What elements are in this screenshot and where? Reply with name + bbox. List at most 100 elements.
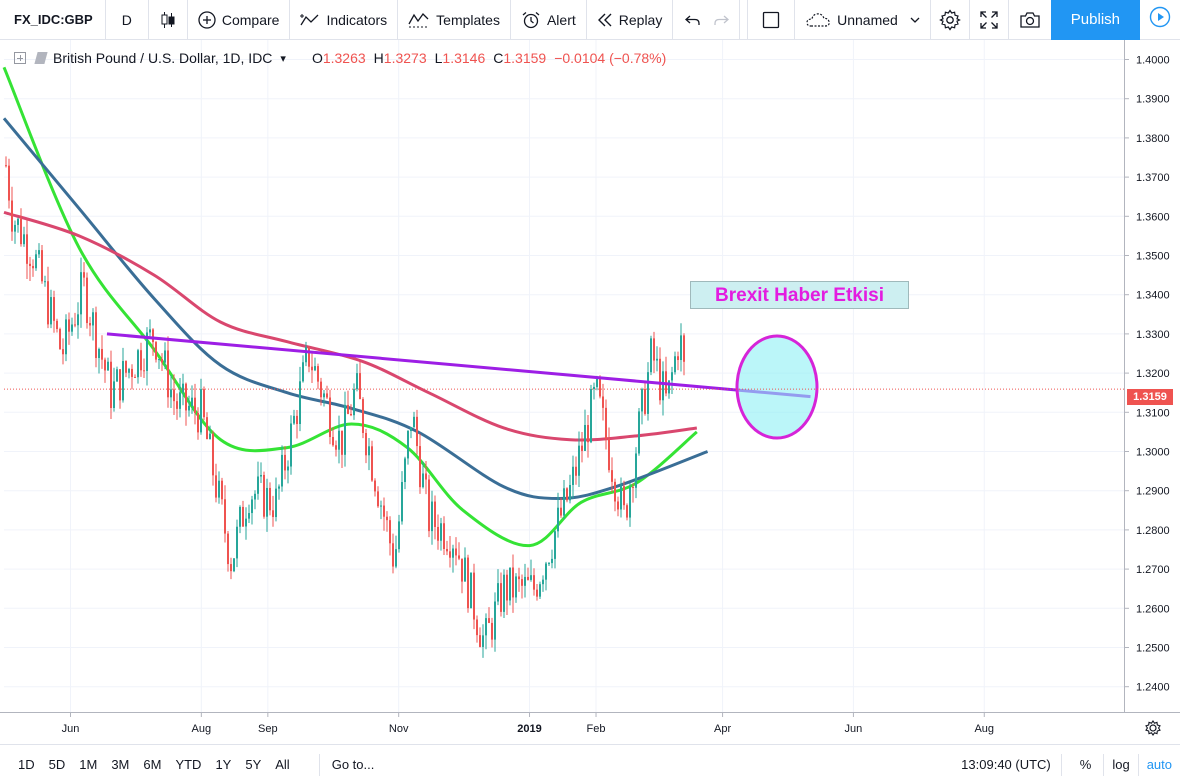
annotation-label[interactable]: Brexit Haber Etkisi: [690, 281, 909, 309]
candle-body: [488, 618, 490, 623]
indicators-button[interactable]: Indicators: [290, 0, 399, 40]
candle-body: [167, 350, 169, 398]
candle-body: [611, 470, 613, 482]
price-tick-label: 1.3300: [1136, 329, 1170, 341]
price-tick-label: 1.3500: [1136, 251, 1170, 263]
series-title[interactable]: British Pound / U.S. Dollar, 1D, IDC: [53, 50, 273, 66]
redo-icon: [713, 13, 730, 27]
candle-body: [149, 329, 151, 333]
candle-body: [230, 564, 232, 572]
candle-body: [497, 583, 499, 602]
candle-body: [506, 574, 508, 601]
axis-settings-icon[interactable]: [1145, 720, 1161, 736]
alarm-clock-icon: [521, 11, 541, 29]
candle-body: [8, 165, 10, 201]
layout-name-label: Unnamed: [837, 11, 898, 28]
candle-body: [218, 480, 220, 498]
range-3m[interactable]: 3M: [111, 757, 130, 772]
range-ytd[interactable]: YTD: [175, 757, 202, 772]
symbol-search[interactable]: FX_IDC:GBP: [0, 0, 106, 40]
compare-button[interactable]: Compare: [188, 0, 291, 40]
candle-body: [164, 350, 166, 363]
range-5d[interactable]: 5D: [48, 757, 66, 772]
candle-body: [563, 488, 565, 516]
candle-body: [176, 401, 178, 409]
price-tick-label: 1.3100: [1136, 407, 1170, 419]
candle-body: [509, 567, 511, 601]
fullscreen-button[interactable]: [970, 0, 1009, 40]
series-legend: British Pound / U.S. Dollar, 1D, IDC ▾ O…: [14, 50, 674, 66]
time-axis[interactable]: Jun Aug Sep Nov 2019 Feb Apr Jun Aug: [0, 712, 1180, 736]
indicators-label: Indicators: [326, 11, 388, 28]
range-1y[interactable]: 1Y: [215, 757, 232, 772]
last-price-tag: 1.3159: [1127, 389, 1173, 405]
candle-body: [413, 416, 415, 428]
candle-body: [326, 393, 328, 398]
log-toggle[interactable]: log: [1104, 753, 1139, 776]
candle-body: [122, 361, 124, 401]
time-readout[interactable]: 13:09:40 (UTC): [961, 753, 1062, 776]
candle-body: [212, 433, 214, 476]
alert-button[interactable]: Alert: [511, 0, 587, 40]
time-tick-label: Apr: [714, 723, 731, 735]
interval-button[interactable]: D: [106, 0, 149, 40]
range-1m[interactable]: 1M: [79, 757, 98, 772]
price-chart[interactable]: 1.4000 1.3900 1.3800 1.3700 1.3600 1.3500 1.34…: [0, 40, 1180, 744]
range-all[interactable]: All: [275, 757, 290, 772]
candle-body: [38, 250, 40, 255]
settings-button[interactable]: [931, 0, 970, 40]
high-value: 1.3273: [383, 50, 427, 66]
chevron-down-icon[interactable]: ▾: [280, 52, 286, 65]
candle-body: [434, 501, 436, 527]
layout-name-button[interactable]: Unnamed: [795, 0, 931, 40]
range-5y[interactable]: 5Y: [245, 757, 262, 772]
redo-button[interactable]: [709, 0, 741, 40]
top-toolbar: FX_IDC:GBP D Compare Indicators Template…: [0, 0, 1180, 40]
undo-icon: [685, 13, 701, 27]
snapshot-button[interactable]: [1009, 0, 1051, 40]
candle-body: [152, 329, 154, 343]
candle-body: [197, 413, 199, 433]
candle-body: [470, 572, 472, 609]
goto-button[interactable]: Go to...: [318, 753, 374, 776]
auto-toggle[interactable]: auto: [1146, 756, 1172, 772]
undo-button[interactable]: [673, 0, 709, 40]
candle-body: [590, 389, 592, 443]
candle-body: [368, 446, 370, 456]
replay-button[interactable]: Replay: [587, 0, 674, 40]
candle-body: [11, 200, 13, 232]
candle-body: [533, 575, 535, 590]
candle-body: [320, 381, 322, 398]
range-1d[interactable]: 1D: [18, 757, 35, 772]
play-circle-icon: [1149, 6, 1171, 33]
range-6m[interactable]: 6M: [143, 757, 162, 772]
candle-body: [626, 505, 628, 518]
candle-body: [608, 438, 610, 471]
play-button[interactable]: [1140, 0, 1180, 40]
candle-body: [512, 567, 514, 598]
time-tick-label: Feb: [587, 723, 606, 735]
fullscreen-layout-button[interactable]: [747, 0, 796, 40]
candle-body: [584, 424, 586, 451]
candle-body: [248, 513, 250, 519]
candle-body: [629, 486, 631, 518]
candle-body: [80, 272, 82, 315]
candle-body: [386, 516, 388, 521]
candle-body: [362, 399, 364, 434]
publish-button[interactable]: Publish: [1050, 0, 1140, 40]
price-axis[interactable]: 1.4000 1.3900 1.3800 1.3700 1.3600 1.3500 1.34…: [1124, 40, 1180, 712]
candle-body: [302, 362, 304, 382]
chart-style-button[interactable]: [149, 0, 188, 40]
flag-icon[interactable]: [34, 52, 48, 64]
percent-toggle[interactable]: %: [1062, 753, 1105, 776]
candle-body: [464, 557, 466, 582]
add-series-icon[interactable]: [14, 52, 26, 64]
candle-body: [623, 486, 625, 506]
moving-averages: [2, 66, 709, 548]
candle-body: [491, 622, 493, 640]
candle-body: [32, 265, 34, 269]
candle-body: [548, 563, 550, 565]
time-tick-label: Aug: [974, 723, 994, 735]
templates-button[interactable]: Templates: [398, 0, 511, 40]
candle-body: [215, 475, 217, 498]
